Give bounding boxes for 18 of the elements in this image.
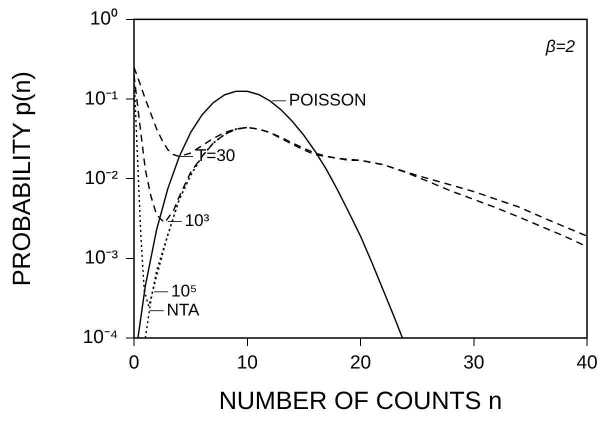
y-axis-title: PROBABILITY p(n)	[8, 71, 36, 286]
x-tick-label: 0	[128, 352, 140, 374]
x-tick-label: 30	[463, 352, 484, 374]
annotation: T=30	[196, 146, 236, 166]
annotation: 10³	[184, 211, 210, 230]
annotation: β=2	[544, 37, 576, 56]
y-tick-label: 10⁰	[90, 8, 118, 30]
y-tick-label: 10⁻³	[84, 248, 118, 269]
annotation: NTA	[166, 300, 200, 320]
y-tick-label: 10⁻¹	[84, 88, 118, 110]
annotation: POISSON	[288, 90, 366, 110]
x-tick-label: 10	[236, 352, 258, 374]
y-tick-label: 10⁻⁴	[82, 327, 118, 348]
annotation: 10⁵	[171, 282, 198, 301]
x-tick-label: 20	[350, 352, 372, 374]
x-tick-label: 40	[576, 352, 598, 374]
x-axis-title: NUMBER OF COUNTS n	[218, 386, 502, 415]
y-tick-label: 10⁻²	[84, 168, 118, 189]
